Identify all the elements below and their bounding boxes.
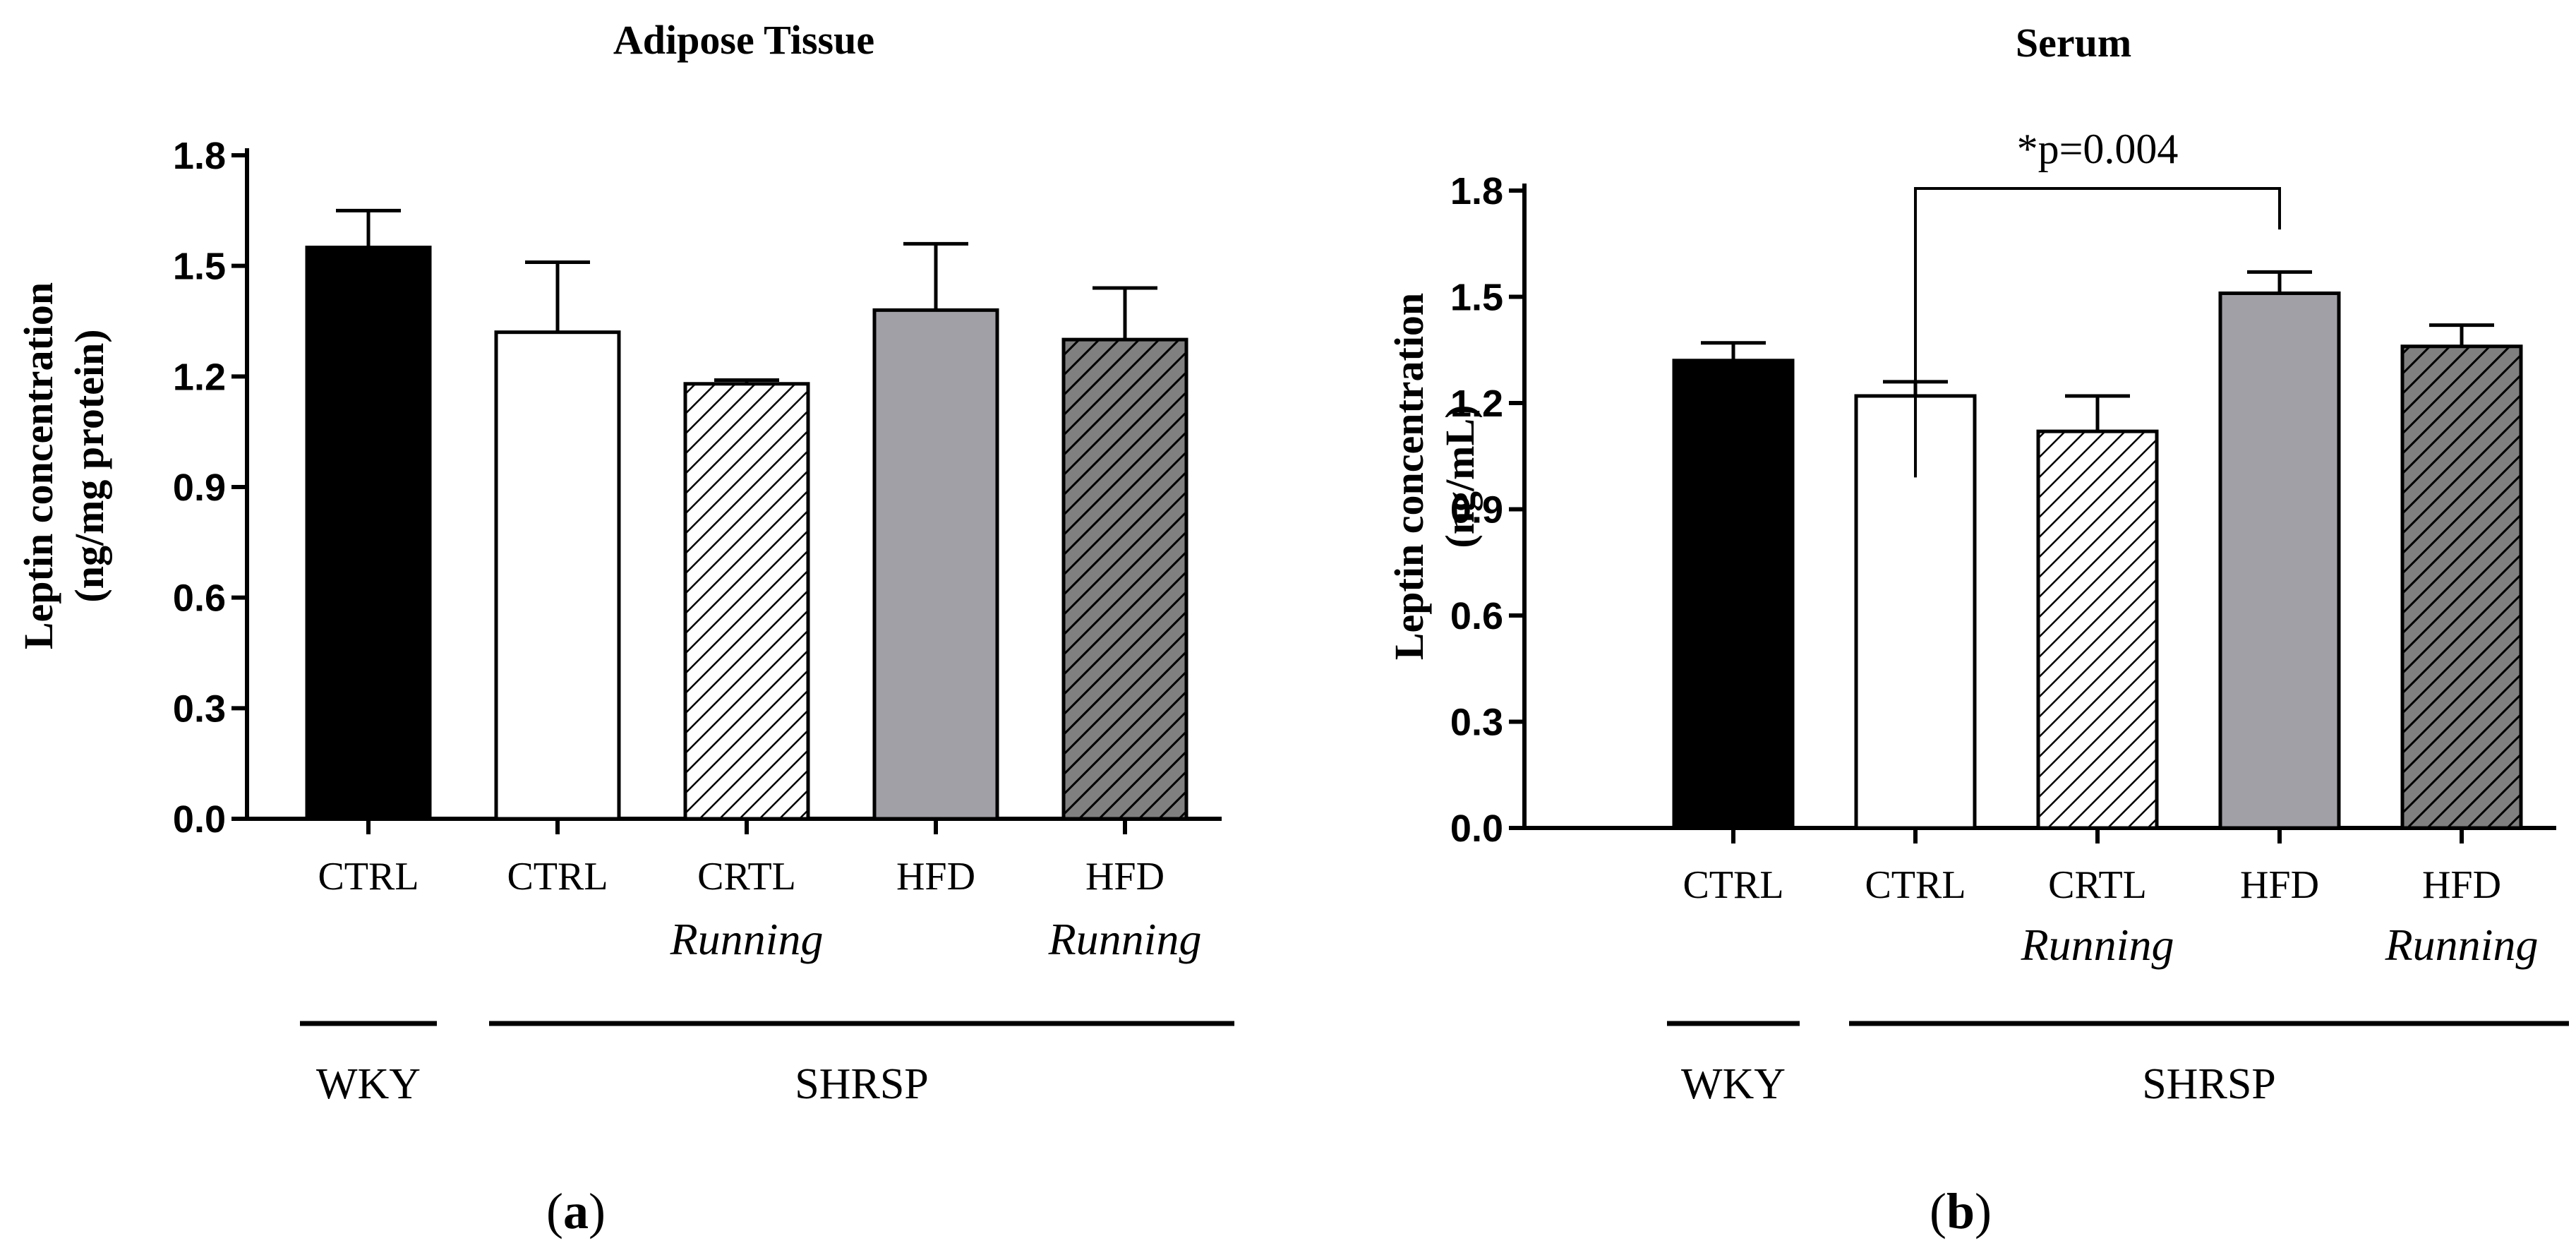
- y-tick-label: 1.5: [173, 246, 226, 288]
- y-tick-label: 0.3: [1450, 702, 1503, 744]
- bar: [2218, 291, 2341, 830]
- y-axis-label: Leptin concentration (ng/mL): [1386, 293, 1483, 660]
- plot-area: 0.0 0.3 0.6 0.9 1.2 1.5 1.8 CTRL CTRL CRTL Running…: [173, 135, 1234, 1108]
- x-tick-label: HFD: [2422, 863, 2501, 907]
- x-tick-label: CTRL: [318, 855, 419, 899]
- plot-area: 0.0 0.3 0.6 0.9 1.2 1.5 1.8 CTRL CTRL CRTL Running…: [1450, 126, 2569, 1108]
- panel-label: (a): [546, 1183, 606, 1239]
- x-tick-label: CTRL: [507, 855, 608, 899]
- y-tick-label: 0.3: [173, 687, 226, 730]
- bar: [2400, 344, 2523, 830]
- y-tick-label: 1.8: [1450, 170, 1503, 212]
- panel-letter: b: [1946, 1183, 1975, 1239]
- chart-title: Serum: [2016, 20, 2131, 66]
- x-tick-label: CTRL: [1683, 863, 1783, 907]
- bar: [305, 246, 432, 821]
- chart-panel-serum: Serum Leptin concentration (ng/mL) 0.00.…: [1386, 20, 2569, 1239]
- bar: [1061, 337, 1188, 821]
- bar: [494, 330, 621, 821]
- significance-label: *p=0.004: [2017, 126, 2179, 172]
- chart-title: Adipose Tissue: [613, 17, 874, 63]
- y-tick-label: 0.9: [173, 467, 226, 509]
- panel-label: (b): [1930, 1183, 1992, 1239]
- y-tick-label: 0.0: [173, 798, 226, 841]
- x-tick-label: HFD: [2240, 863, 2319, 907]
- x-tick-sublabel: Running: [1048, 914, 1202, 964]
- x-tick-sublabel: Running: [2021, 920, 2174, 970]
- y-tick-label: 1.2: [173, 356, 226, 398]
- y-tick-label: 1.5: [1450, 277, 1503, 319]
- y-axis-label-line2: (ng/mg protein): [66, 329, 112, 602]
- group-label: WKY: [1681, 1060, 1786, 1108]
- bar: [872, 308, 999, 821]
- y-tick-label: 1.2: [1450, 383, 1503, 425]
- bar: [1672, 359, 1795, 830]
- x-tick-sublabel: Running: [670, 914, 824, 964]
- x-tick-label: CTRL: [1865, 863, 1966, 907]
- group-label: SHRSP: [795, 1060, 929, 1108]
- y-axis-label: Leptin concentration (ng/mg protein): [16, 282, 112, 649]
- y-tick-label: 0.0: [1450, 807, 1503, 850]
- significance-bracket: [1914, 187, 2281, 478]
- y-axis-label-line1: Leptin concentration: [1386, 293, 1432, 660]
- y-tick-label: 0.9: [1450, 489, 1503, 532]
- panel-letter: a: [563, 1183, 589, 1239]
- y-axis-label-line1: Leptin concentration: [16, 282, 61, 649]
- y-axis-label-line2: (ng/mL): [1437, 405, 1483, 548]
- group-label: SHRSP: [2142, 1060, 2276, 1108]
- bar: [683, 382, 810, 821]
- y-tick-label: 0.6: [1450, 595, 1503, 637]
- group-label: WKY: [316, 1060, 421, 1108]
- x-tick-label: HFD: [1085, 855, 1164, 899]
- x-tick-label: CRTL: [697, 855, 796, 899]
- chart-panel-adipose: Adipose Tissue Leptin concentration (ng/…: [16, 17, 1234, 1239]
- y-tick-label: 0.6: [173, 577, 226, 620]
- y-tick-label: 1.8: [173, 135, 226, 177]
- x-tick-sublabel: Running: [2385, 920, 2539, 970]
- bar: [2036, 429, 2159, 830]
- x-tick-label: HFD: [896, 855, 975, 899]
- x-tick-label: CRTL: [2048, 863, 2147, 907]
